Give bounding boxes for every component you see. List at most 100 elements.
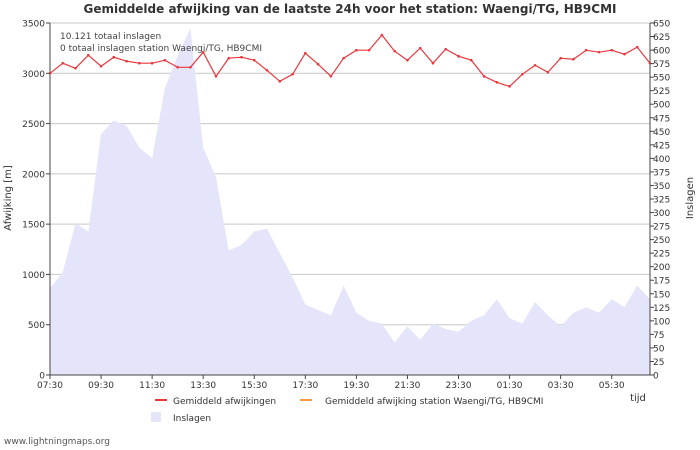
y-right-tick-label: 250: [653, 236, 670, 246]
x-tick-label: 05:30: [599, 381, 625, 391]
deviation-line: [49, 34, 651, 88]
y-right-tick-label: 25: [653, 358, 664, 368]
y-right-tick-label: 425: [653, 141, 670, 151]
annotation-station-strikes: 0 totaal inslagen station Waengi/TG, HB9…: [60, 44, 262, 54]
deviation-point: [342, 56, 345, 60]
y-right-tick-label: 650: [653, 20, 670, 30]
y-left-tick-label: 2000: [22, 170, 45, 180]
deviation-point: [86, 53, 90, 57]
y-right-tick-label: 175: [653, 277, 670, 287]
deviation-point: [112, 55, 116, 59]
y-right-tick-label: 525: [653, 87, 670, 97]
deviation-point: [367, 48, 371, 52]
axis-ticks: 0 500 1000 1500 2000 2500 3000 3500 0 25 50 75 100 12…: [22, 20, 670, 392]
y-left-tick-label: 0: [39, 372, 45, 382]
site-credit: www.lightningmaps.org: [4, 437, 110, 447]
inslagen-area: [50, 28, 650, 376]
deviation-point: [99, 64, 103, 68]
deviation-point: [278, 80, 282, 83]
deviation-point: [444, 47, 448, 51]
deviation-point: [635, 45, 639, 49]
x-tick-label: 03:30: [548, 381, 574, 391]
y-right-tick-label: 400: [653, 155, 670, 165]
deviation-point: [61, 61, 65, 65]
x-tick-label: 21:30: [394, 381, 420, 391]
deviation-point: [572, 57, 575, 61]
y-right-tick-label: 50: [653, 344, 665, 354]
x-axis-label: tijd: [630, 393, 646, 404]
y-left-tick-label: 1000: [22, 271, 45, 281]
deviation-point: [418, 46, 422, 50]
deviation-point: [240, 55, 243, 59]
deviation-point: [252, 58, 256, 62]
y-right-tick-label: 350: [653, 182, 670, 192]
deviation-point: [457, 54, 460, 58]
x-tick-label: 07:30: [37, 381, 63, 391]
y-right-tick-label: 475: [653, 114, 670, 124]
y-right-tick-label: 0: [653, 372, 659, 382]
deviation-point: [521, 72, 524, 76]
y-right-tick-label: 550: [653, 74, 670, 84]
deviation-point: [469, 58, 473, 62]
y-right-tick-label: 625: [653, 33, 670, 43]
deviation-point: [214, 75, 218, 78]
y-right-tick-label: 275: [653, 223, 670, 233]
x-tick-label: 11:30: [139, 381, 165, 391]
deviation-point: [597, 50, 601, 54]
y-right-tick-label: 575: [653, 60, 670, 70]
chart-title: Gemiddelde afwijking van de laatste 24h …: [84, 2, 617, 16]
y-right-tick-label: 450: [653, 128, 670, 138]
legend-label-deviation: Gemiddeld afwijkingen: [173, 397, 276, 407]
deviation-point: [138, 61, 141, 65]
deviation-point: [431, 61, 435, 65]
deviation-point: [163, 58, 167, 62]
deviation-point: [291, 72, 294, 76]
y-right-tick-label: 375: [653, 168, 670, 178]
legend-label-strikes: Inslagen: [173, 414, 211, 424]
deviation-point: [508, 85, 511, 88]
y-left-tick-label: 500: [28, 321, 45, 331]
deviation-point: [584, 48, 588, 52]
deviation-point: [74, 66, 77, 70]
x-tick-label: 23:30: [446, 381, 472, 391]
deviation-point: [482, 75, 486, 78]
deviation-point: [546, 70, 550, 74]
annotation-total-strikes: 10.121 totaal inslagen: [60, 32, 161, 42]
deviation-point: [380, 33, 384, 37]
y-left-tick-label: 3000: [22, 70, 45, 80]
deviation-point: [265, 68, 269, 72]
deviation-point: [176, 65, 179, 69]
y-axis-left-label: Afwijking [m]: [3, 165, 14, 231]
legend-label-station-deviation: Gemiddeld afwijking station Waengi/TG, H…: [325, 397, 543, 407]
deviation-point: [406, 58, 409, 62]
deviation-point: [559, 56, 562, 60]
y-left-tick-label: 1500: [22, 221, 45, 231]
deviation-points: [48, 33, 652, 88]
deviation-point: [495, 81, 499, 84]
deviation-point: [355, 48, 358, 52]
y-right-tick-label: 150: [653, 290, 670, 300]
y-left-tick-label: 3500: [22, 20, 45, 30]
x-tick-label: 17:30: [292, 381, 318, 391]
x-tick-label: 09:30: [88, 381, 114, 391]
x-tick-label: 13:30: [190, 381, 216, 391]
deviation-point: [623, 52, 626, 56]
deviation-point: [329, 75, 333, 78]
y-right-tick-label: 500: [653, 101, 670, 111]
legend-swatch-strikes: [151, 412, 161, 422]
deviation-point: [533, 63, 537, 67]
deviation-point: [189, 65, 192, 69]
y-right-tick-label: 75: [653, 331, 664, 341]
y-right-tick-label: 225: [653, 250, 670, 260]
y-right-tick-label: 200: [653, 263, 670, 273]
y-right-tick-label: 100: [653, 317, 670, 327]
x-tick-label: 19:30: [343, 381, 369, 391]
deviation-point: [304, 51, 307, 55]
x-tick-label: 15:30: [241, 381, 267, 391]
deviation-point: [125, 59, 128, 63]
y-right-tick-label: 125: [653, 304, 670, 314]
y-right-tick-label: 325: [653, 196, 670, 206]
y-right-tick-label: 600: [653, 47, 670, 57]
y-right-tick-label: 300: [653, 209, 670, 219]
